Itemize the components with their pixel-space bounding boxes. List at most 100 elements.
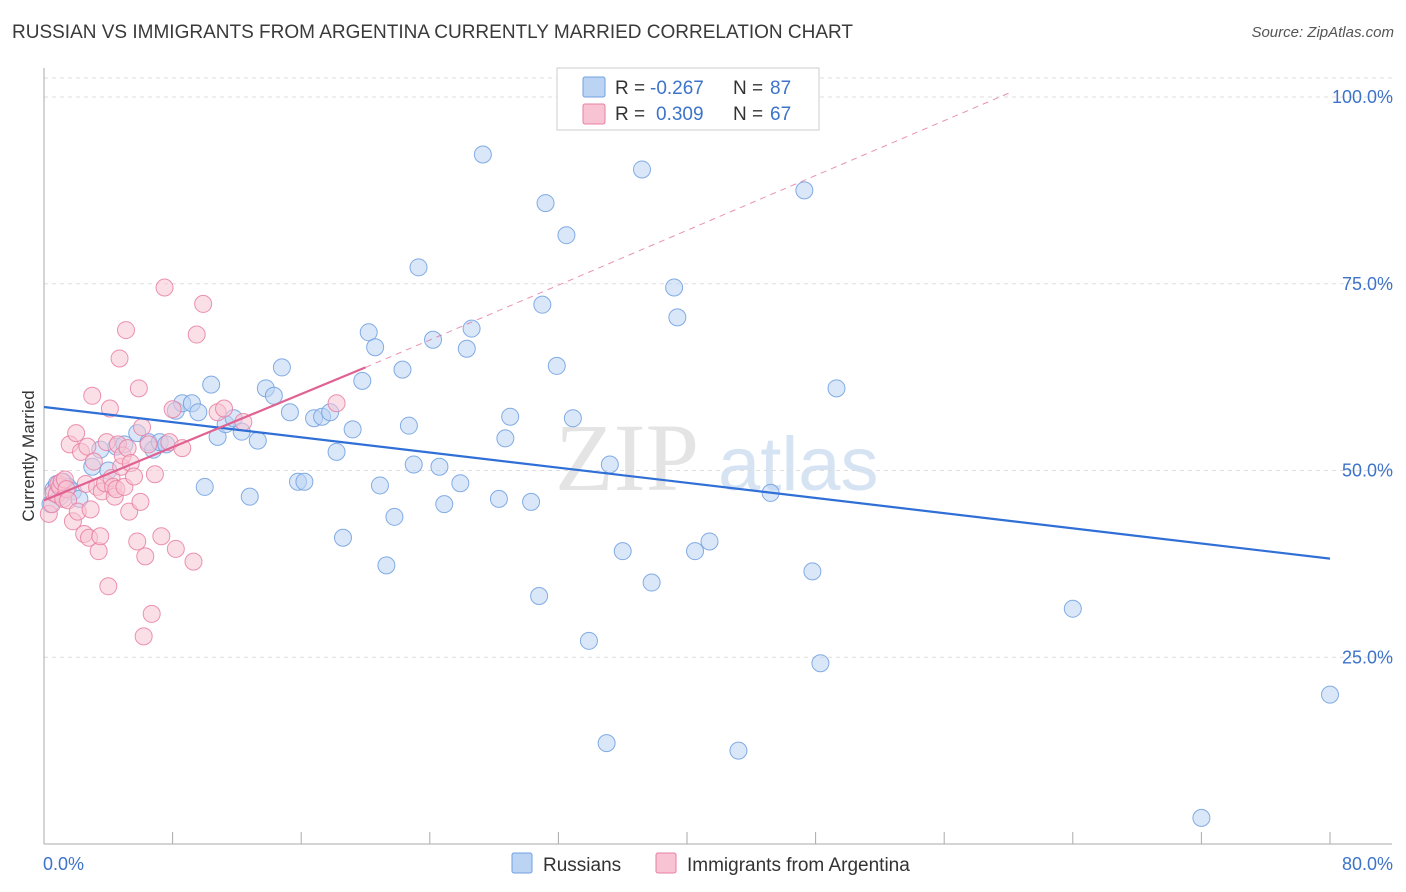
legend-n-value-2: 67 [770,104,791,125]
point-russians-44 [366,338,385,357]
point-russians-69 [579,631,598,650]
point-argentina-25 [91,527,110,546]
point-russians-82 [803,562,822,581]
legend-r-label-1: R = [615,78,645,99]
axes [43,68,1392,845]
chart-title: RUSSIAN VS IMMIGRANTS FROM ARGENTINA CUR… [12,22,854,43]
point-argentina-58 [166,539,185,558]
point-russians-28 [240,487,259,506]
point-russians-49 [399,416,418,435]
y-tick-label-1: 50.0% [1342,461,1393,481]
point-russians-74 [642,573,661,592]
point-russians-77 [686,542,705,561]
point-russians-21 [189,403,208,422]
trend-lines [43,92,1331,560]
point-russians-52 [424,330,443,349]
point-russians-39 [327,442,346,461]
point-argentina-24 [89,542,108,561]
legend-n-label-2: N = [733,104,763,125]
point-russians-43 [359,323,378,342]
point-argentina-22 [84,452,103,471]
legend-n-value-1: 87 [770,78,791,99]
point-argentina-18 [78,437,97,456]
point-argentina-45 [128,532,147,551]
source-label: Source: ZipAtlas.com [1251,24,1394,41]
point-argentina-41 [118,439,137,458]
point-argentina-53 [145,465,164,484]
point-russians-59 [489,489,508,508]
legend-swatch-argentina [582,103,606,125]
bottom-legend-label-argentina: Immigrants from Argentina [687,855,910,876]
point-russians-23 [202,375,221,394]
point-russians-54 [435,495,454,514]
legend-r-value-2: 0.309 [656,104,704,125]
point-russians-81 [795,181,814,200]
x-tick-labels: 0.0% 80.0% [43,854,1393,874]
point-russians-47 [385,507,404,526]
point-russians-68 [563,409,582,428]
point-russians-84 [827,379,846,398]
y-axis-title: Currently Married [19,390,38,521]
bottom-legend-swatch-russians [511,852,533,874]
point-russians-32 [272,358,291,377]
point-argentina-51 [139,435,158,454]
y-tick-labels: 25.0% 50.0% 75.0% 100.0% [1332,87,1393,667]
point-russians-46 [377,556,396,575]
point-russians-76 [668,308,687,327]
point-russians-66 [547,356,566,375]
point-argentina-21 [83,386,102,405]
point-argentina-61 [187,325,206,344]
point-russians-71 [600,455,619,474]
legend-r-label-2: R = [615,104,645,125]
bottom-legend: Russians Immigrants from Argentina [511,852,910,876]
point-russians-85 [1063,599,1082,618]
point-argentina-57 [163,400,182,419]
point-russians-79 [729,741,748,760]
legend-swatch-russians [582,76,606,98]
point-russians-58 [473,145,492,164]
point-argentina-13 [67,424,86,443]
point-russians-60 [496,429,515,448]
point-russians-67 [557,226,576,245]
point-russians-35 [295,472,314,491]
grid-lines [44,77,1392,658]
point-russians-48 [393,360,412,379]
point-russians-42 [353,371,372,390]
point-argentina-30 [100,399,119,418]
point-russians-40 [333,528,352,547]
point-russians-41 [343,420,362,439]
watermark-atlas: atlas [718,422,879,507]
trend-line-argentina [43,366,366,502]
stats-legend: R = -0.267 N = 87 R = 0.309 N = 67 [556,67,820,131]
point-russians-61 [501,407,520,426]
x-tick-label-0: 0.0% [43,854,84,874]
point-argentina-66 [327,394,346,413]
point-russians-73 [632,160,651,179]
point-argentina-40 [116,321,135,340]
point-russians-56 [457,339,476,358]
point-russians-29 [248,431,267,450]
bottom-legend-label-russians: Russians [543,855,621,876]
trend-line-russians [43,405,1331,560]
point-argentina-55 [155,278,174,297]
point-russians-72 [613,542,632,561]
point-russians-70 [597,734,616,753]
point-russians-45 [370,476,389,495]
point-argentina-36 [110,349,129,368]
point-russians-63 [530,586,549,605]
scatter-points [39,145,1339,827]
y-tick-label-2: 75.0% [1342,274,1393,294]
point-argentina-64 [215,399,234,418]
x-tick-label-1: 80.0% [1342,854,1393,874]
point-russians-75 [665,278,684,297]
point-argentina-44 [125,467,144,486]
point-argentina-29 [99,577,118,596]
point-russians-53 [430,457,449,476]
bottom-legend-swatch-argentina [655,852,677,874]
point-russians-83 [811,654,830,673]
point-argentina-47 [131,492,150,511]
legend-n-label-1: N = [733,78,763,99]
point-russians-22 [195,477,214,496]
point-argentina-46 [129,379,148,398]
